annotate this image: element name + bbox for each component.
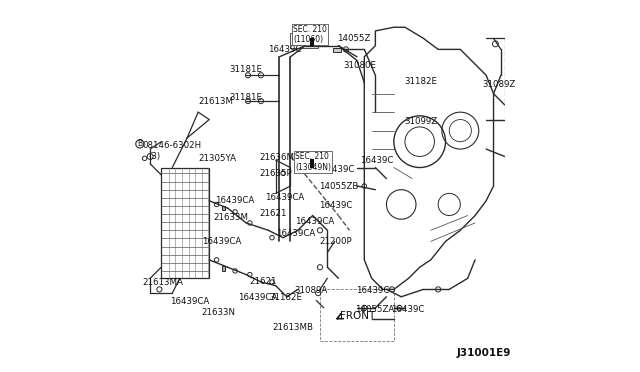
Text: 16439C: 16439C — [356, 286, 389, 295]
Text: 31181E: 31181E — [230, 93, 262, 102]
Text: 21635P: 21635P — [259, 169, 292, 178]
Text: 21633M: 21633M — [213, 213, 248, 222]
Text: 16439CA: 16439CA — [202, 237, 241, 246]
Text: 14055ZB: 14055ZB — [319, 182, 358, 191]
Text: 16439CA: 16439CA — [238, 293, 277, 302]
Text: 21613M: 21613M — [198, 97, 233, 106]
Text: 14055ZA: 14055ZA — [355, 305, 394, 314]
Bar — [222, 206, 225, 210]
Text: 16439CA: 16439CA — [170, 298, 210, 307]
Text: 16439CA: 16439CA — [215, 196, 254, 205]
Text: 21613MB: 21613MB — [272, 323, 313, 331]
Text: B: B — [137, 140, 142, 148]
Text: 08146-6302H: 08146-6302H — [143, 141, 202, 150]
Text: 16439C: 16439C — [321, 165, 355, 174]
Text: 21636M: 21636M — [259, 153, 294, 162]
Text: 21613MA: 21613MA — [143, 278, 184, 287]
Text: 16439C: 16439C — [268, 45, 301, 54]
Bar — [310, 38, 314, 46]
Text: 16439C: 16439C — [391, 305, 424, 314]
Text: 21633N: 21633N — [202, 308, 236, 317]
Text: 31181E: 31181E — [230, 65, 262, 74]
Text: 14055Z: 14055Z — [337, 34, 371, 43]
Text: SEC. 210
(11060): SEC. 210 (11060) — [293, 25, 327, 44]
Bar — [222, 266, 225, 271]
Text: 31089Z: 31089Z — [483, 80, 516, 89]
Bar — [333, 48, 341, 52]
Text: 31182E: 31182E — [269, 293, 302, 302]
Text: SEC. 210
(13049N): SEC. 210 (13049N) — [295, 152, 331, 172]
Bar — [161, 167, 209, 278]
Text: J31001E9: J31001E9 — [456, 348, 511, 358]
Text: 16439CA: 16439CA — [266, 193, 305, 202]
Text: 21621: 21621 — [250, 277, 277, 286]
Text: 16439C: 16439C — [360, 156, 393, 166]
Bar — [310, 160, 314, 168]
Text: 16439CA: 16439CA — [295, 217, 334, 225]
Text: (3): (3) — [148, 152, 161, 161]
Text: 21621: 21621 — [259, 209, 287, 218]
Text: 21200P: 21200P — [319, 237, 351, 246]
Text: 31089A: 31089A — [294, 286, 328, 295]
Text: FRONT: FRONT — [340, 311, 375, 321]
Text: 31099Z: 31099Z — [404, 117, 437, 126]
Text: 31080E: 31080E — [343, 61, 376, 70]
Text: 31182E: 31182E — [404, 77, 437, 86]
Text: 21305YA: 21305YA — [198, 154, 236, 163]
Text: 16439C: 16439C — [319, 201, 352, 210]
Bar — [291, 33, 318, 48]
Bar — [320, 289, 394, 341]
Text: 16439CA: 16439CA — [276, 230, 315, 238]
